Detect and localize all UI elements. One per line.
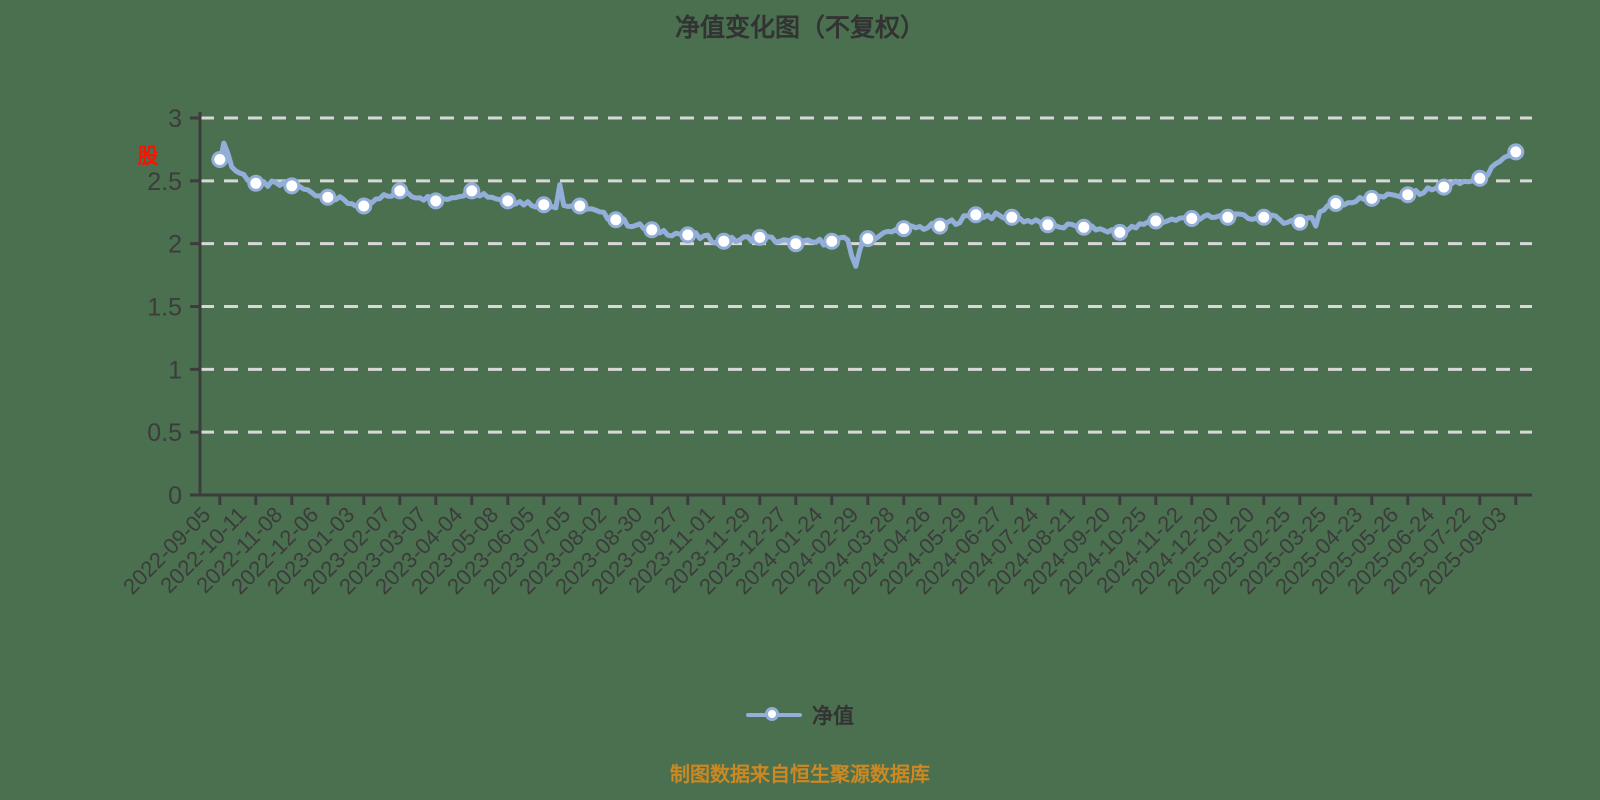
data-point-marker[interactable] bbox=[463, 182, 481, 200]
data-point-marker[interactable] bbox=[1435, 178, 1453, 196]
data-point-marker[interactable] bbox=[967, 206, 985, 224]
data-point-marker[interactable] bbox=[1075, 218, 1093, 236]
data-point-marker[interactable] bbox=[1471, 169, 1489, 187]
data-point-marker[interactable] bbox=[499, 192, 517, 210]
data-point-marker[interactable] bbox=[859, 230, 877, 248]
data-point-marker[interactable] bbox=[715, 232, 733, 250]
data-point-marker[interactable] bbox=[283, 177, 301, 195]
data-point-marker[interactable] bbox=[1363, 189, 1381, 207]
data-point-marker[interactable] bbox=[355, 197, 373, 215]
data-point-marker[interactable] bbox=[571, 197, 589, 215]
grid-lines bbox=[200, 116, 1532, 434]
data-point-marker[interactable] bbox=[1183, 210, 1201, 227]
data-point-marker[interactable] bbox=[319, 188, 337, 206]
data-point-marker[interactable] bbox=[823, 232, 841, 250]
chart-title: 净值变化图（不复权） bbox=[674, 14, 925, 42]
y-tick-label: 1.5 bbox=[147, 294, 182, 322]
data-point-marker[interactable] bbox=[1399, 186, 1417, 204]
data-point-marker[interactable] bbox=[607, 211, 625, 229]
y-tick-label: 1 bbox=[168, 356, 182, 384]
data-point-marker[interactable] bbox=[535, 196, 553, 214]
y-axis-caption: 股 bbox=[138, 145, 159, 168]
data-point-marker[interactable] bbox=[751, 228, 769, 246]
y-axis-ticks: 0 0.5 1 1.5 2 2.5 3 bbox=[147, 105, 200, 510]
data-point-marker[interactable] bbox=[427, 192, 445, 210]
legend-dot-icon bbox=[765, 707, 779, 721]
data-point-marker[interactable] bbox=[1039, 216, 1057, 234]
data-point-marker[interactable] bbox=[679, 226, 697, 244]
data-point-marker[interactable] bbox=[1219, 208, 1237, 226]
data-point-marker[interactable] bbox=[247, 174, 265, 192]
y-tick-label: 2 bbox=[168, 231, 182, 259]
data-point-marker[interactable] bbox=[1327, 195, 1345, 212]
data-point-marker[interactable] bbox=[895, 220, 913, 238]
data-point-marker[interactable] bbox=[211, 151, 229, 168]
data-point-marker[interactable] bbox=[391, 182, 409, 200]
data-point-marker[interactable] bbox=[643, 221, 661, 239]
legend-label-net-value: 净值 bbox=[812, 705, 854, 728]
chart-legend: 净值 bbox=[0, 700, 1600, 730]
data-point-marker[interactable] bbox=[787, 235, 805, 253]
series-line-net-value bbox=[217, 140, 1519, 269]
data-point-marker[interactable] bbox=[931, 217, 949, 235]
data-point-marker[interactable] bbox=[1255, 208, 1273, 226]
legend-marker-net-value[interactable] bbox=[746, 704, 802, 726]
x-axis-ticks bbox=[218, 495, 1518, 505]
footer-data-source-note: 制图数据来自恒生聚源数据库 bbox=[670, 764, 930, 786]
data-point-marker[interactable] bbox=[1003, 208, 1021, 226]
data-point-marker[interactable] bbox=[1111, 223, 1129, 241]
x-axis-tick-labels: 2022-09-052022-10-112022-11-082022-12-06… bbox=[118, 502, 1511, 599]
y-tick-label: 0.5 bbox=[147, 419, 182, 447]
y-tick-label: 0 bbox=[168, 482, 182, 510]
data-point-marker[interactable] bbox=[1291, 213, 1309, 231]
y-tick-label: 3 bbox=[168, 105, 182, 133]
data-point-marker[interactable] bbox=[1147, 212, 1165, 230]
data-point-marker[interactable] bbox=[1507, 143, 1525, 161]
y-tick-label: 2.5 bbox=[147, 168, 182, 196]
series-markers-net-value bbox=[211, 143, 1525, 253]
